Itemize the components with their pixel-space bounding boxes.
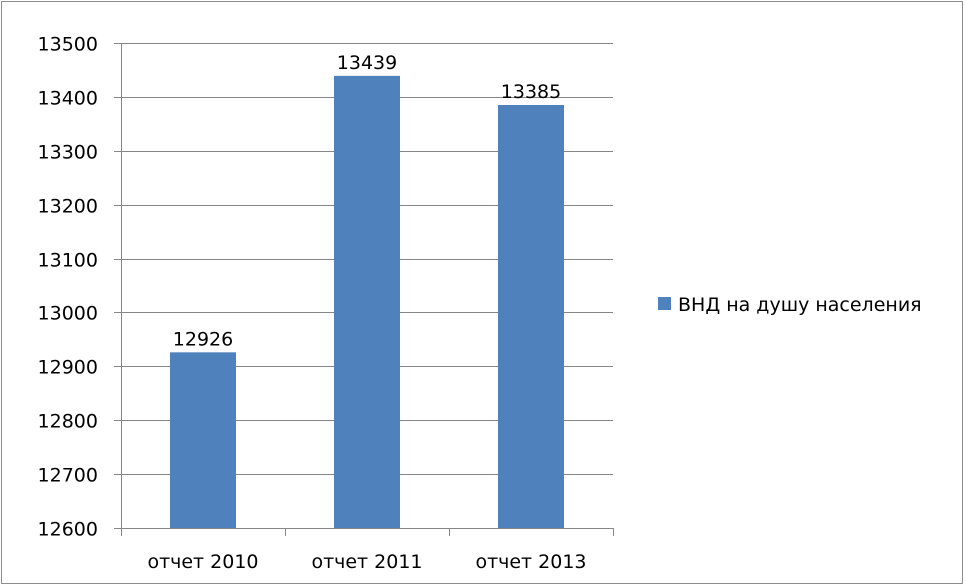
y-tick-label: 13000 bbox=[38, 303, 98, 325]
axes bbox=[114, 43, 614, 536]
y-tick-label: 13300 bbox=[38, 142, 98, 164]
y-tick-label: 13400 bbox=[38, 88, 98, 110]
y-tick-label: 13100 bbox=[38, 250, 98, 272]
bar bbox=[498, 104, 564, 528]
y-tick-labels: 12600 12700 12800 12900 13000 13100 13200 13300… bbox=[38, 34, 98, 541]
x-tick-label: отчет 2013 bbox=[475, 551, 586, 573]
bars bbox=[170, 75, 564, 528]
y-tick-label: 12600 bbox=[38, 519, 98, 541]
y-tick-label: 12900 bbox=[38, 357, 98, 379]
y-tick-label: 12700 bbox=[38, 465, 98, 487]
y-tick-label: 13500 bbox=[38, 34, 98, 56]
x-tick-labels: отчет 2010 отчет 2011 отчет 2013 bbox=[147, 551, 586, 573]
legend-label: ВНД на душу населения bbox=[678, 294, 922, 316]
y-tick-label: 13200 bbox=[38, 196, 98, 218]
x-tick-label: отчет 2010 bbox=[147, 551, 258, 573]
legend: ВНД на душу населения bbox=[658, 294, 922, 316]
bar bbox=[170, 352, 236, 528]
data-label: 13439 bbox=[337, 52, 397, 74]
data-label: 12926 bbox=[173, 328, 233, 350]
y-tick-label: 12800 bbox=[38, 411, 98, 433]
data-label: 13385 bbox=[501, 81, 561, 103]
data-labels: 12926 13439 13385 bbox=[173, 52, 561, 350]
legend-swatch bbox=[658, 297, 671, 310]
bar bbox=[334, 75, 400, 528]
x-tick-label: отчет 2011 bbox=[311, 551, 422, 573]
